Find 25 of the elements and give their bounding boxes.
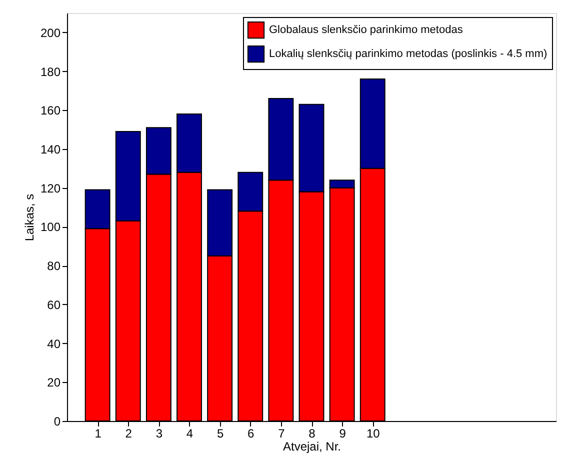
y-tick-label: 0: [54, 414, 61, 428]
y-tick-label: 200: [40, 26, 61, 40]
x-tick-label: 4: [186, 426, 194, 440]
x-tick-label: 2: [125, 426, 132, 440]
legend-label: Globalaus slenksčio parinkimo metodas: [269, 24, 464, 36]
y-tick-label: 180: [40, 64, 61, 79]
y-tick-label: 60: [47, 298, 61, 312]
x-tick-label: 1: [94, 426, 102, 440]
x-tick-label: 9: [339, 426, 346, 440]
y-tick-label: 120: [40, 181, 61, 196]
x-tick-label: 10: [366, 426, 380, 440]
x-axis-title: Atvejai, Nr.: [282, 440, 342, 454]
x-tick-label: 5: [216, 426, 224, 440]
y-tick-label: 40: [47, 336, 61, 351]
x-tick-label: 6: [248, 426, 255, 440]
legend-label: Lokalių slenksčių parinkimo metodas (poslinkis - 4.5 mm): [269, 48, 548, 60]
x-tick-label: 8: [308, 426, 316, 440]
y-axis-title: Laikas, s: [22, 194, 36, 242]
y-tick-label: 140: [40, 142, 61, 156]
x-tick-label: 3: [156, 426, 163, 440]
y-tick-label: 100: [40, 220, 61, 234]
x-tick-label: 7: [278, 426, 286, 440]
y-tick-label: 160: [40, 104, 61, 118]
y-tick-label: 20: [47, 376, 61, 390]
y-tick-label: 80: [47, 259, 61, 274]
